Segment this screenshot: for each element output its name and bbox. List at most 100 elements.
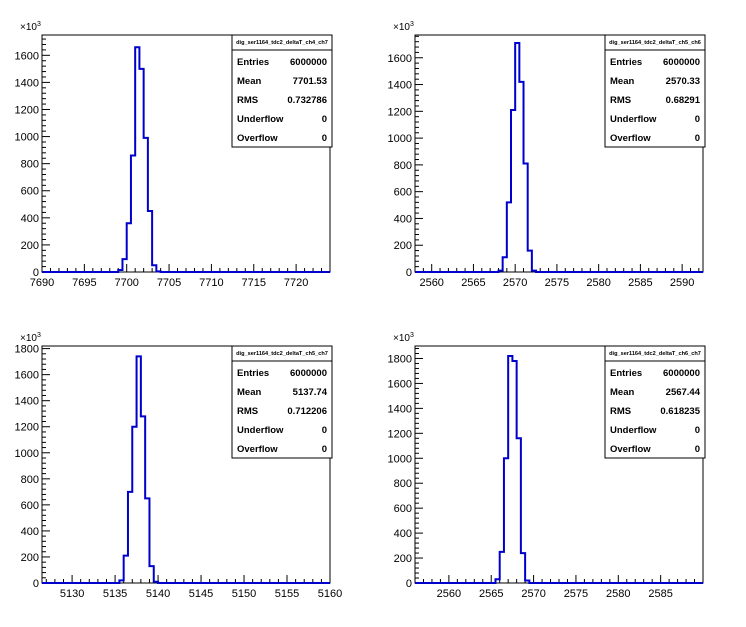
y-tick-label: 1400 <box>15 396 39 408</box>
stats-row-value: 0.732786 <box>287 95 327 106</box>
x-tick-label: 2580 <box>586 277 610 289</box>
y-tick-label: 400 <box>394 528 412 540</box>
stats-row-label: Underflow <box>237 425 284 436</box>
y-tick-label: 600 <box>394 503 412 515</box>
y-tick-label: 400 <box>21 213 39 225</box>
histogram-outline <box>415 354 703 584</box>
stats-row-value: 2567.44 <box>666 387 701 398</box>
y-exponent-label: ×103 <box>20 21 41 33</box>
stats-row-value: 0.68291 <box>666 95 701 106</box>
histogram-outline <box>42 355 330 584</box>
stats-row-label: Entries <box>610 57 642 68</box>
stats-row-label: Overflow <box>237 444 278 455</box>
stats-row-value: 0 <box>695 133 700 144</box>
y-tick-label: 1800 <box>15 344 39 356</box>
x-tick-label: 7695 <box>72 277 96 289</box>
stats-box: dig_ser1164_tdc2_deltaT_ch4_ch7 Entries 60… <box>231 34 333 148</box>
x-tick-label: 7715 <box>242 277 266 289</box>
stats-row-value: 0 <box>322 425 327 436</box>
stats-row-label: Underflow <box>610 114 657 125</box>
stats-row-value: 7701.53 <box>293 76 327 87</box>
stats-box-frame <box>231 34 333 148</box>
stats-row-label: Mean <box>610 76 634 87</box>
stats-title: dig_ser1164_tdc2_deltaT_ch5_ch7 <box>236 351 328 357</box>
y-tick-label: 0 <box>33 267 39 279</box>
x-tick-label: 5145 <box>189 588 213 600</box>
stats-row-label: Overflow <box>610 444 651 455</box>
y-tick-label: 1600 <box>15 50 39 62</box>
stats-row-value: 6000000 <box>290 368 327 379</box>
x-tick-label: 7700 <box>114 277 138 289</box>
stats-row-value: 0.618235 <box>660 406 700 417</box>
y-tick-label: 800 <box>394 160 412 172</box>
y-tick-label: 1000 <box>388 453 412 465</box>
x-tick-label: 2585 <box>628 277 652 289</box>
stats-row-value: 6000000 <box>663 368 700 379</box>
y-tick-label: 0 <box>406 267 412 279</box>
x-tick-label: 2570 <box>503 277 527 289</box>
y-tick-label: 600 <box>394 187 412 199</box>
histogram-chart-ch4-ch7: 7690 7695 7700 7705 7710 7715 7720 0 200 400 600 80… <box>15 21 333 289</box>
stats-row-label: Overflow <box>237 133 278 144</box>
stats-row-value: 0 <box>322 444 327 455</box>
x-tick-label: 7720 <box>284 277 308 289</box>
histogram-pad-ch5-ch7: 5130 5135 5140 5145 5150 5155 5160 0 200 400 600 80… <box>0 311 373 622</box>
y-tick-label: 1000 <box>388 133 412 145</box>
x-tick-label: 5155 <box>275 588 299 600</box>
y-tick-label: 200 <box>394 240 412 252</box>
y-tick-label: 1800 <box>388 353 412 365</box>
stats-row-value: 6000000 <box>290 57 327 68</box>
stats-row-label: Mean <box>237 76 261 87</box>
stats-row-value: 0 <box>695 425 700 436</box>
y-tick-label: 400 <box>394 213 412 225</box>
stats-box: dig_ser1164_tdc2_deltaT_ch6_ch7 Entries 60… <box>604 345 706 459</box>
stats-box: dig_ser1164_tdc2_deltaT_ch5_ch6 Entries 60… <box>604 34 706 148</box>
y-tick-label: 1200 <box>15 422 39 434</box>
x-tick-label: 2590 <box>670 277 694 289</box>
stats-row-value: 0 <box>695 114 700 125</box>
stats-row-label: Overflow <box>610 133 651 144</box>
y-tick-label: 400 <box>21 526 39 538</box>
y-tick-label: 200 <box>21 552 39 564</box>
x-tick-label: 2565 <box>479 588 503 600</box>
x-tick-label: 7690 <box>30 277 54 289</box>
stats-row-label: RMS <box>237 95 258 106</box>
histogram-pad-ch4-ch7: 7690 7695 7700 7705 7710 7715 7720 0 200 400 600 80… <box>0 0 373 311</box>
y-tick-label: 1200 <box>388 106 412 118</box>
y-tick-label: 800 <box>21 159 39 171</box>
y-exponent-label: ×103 <box>393 21 414 33</box>
x-tick-label: 5160 <box>318 588 342 600</box>
stats-box-frame <box>604 34 706 148</box>
histogram-chart-ch5-ch7: 5130 5135 5140 5145 5150 5155 5160 0 200 400 600 80… <box>15 332 343 600</box>
y-tick-label: 1600 <box>388 53 412 65</box>
stats-row-label: Mean <box>610 387 634 398</box>
stats-row-label: Entries <box>237 368 269 379</box>
stats-row-value: 0.712206 <box>287 406 327 417</box>
y-tick-label: 1400 <box>15 77 39 89</box>
histogram-outline <box>42 46 330 273</box>
x-tick-label: 2575 <box>564 588 588 600</box>
histogram-outline <box>415 42 703 273</box>
y-tick-label: 1400 <box>388 403 412 415</box>
x-tick-label: 2565 <box>461 277 485 289</box>
x-tick-label: 2560 <box>437 588 461 600</box>
stats-box: dig_ser1164_tdc2_deltaT_ch5_ch7 Entries 60… <box>231 345 333 459</box>
y-tick-label: 200 <box>394 553 412 565</box>
y-tick-label: 800 <box>21 474 39 486</box>
stats-row-label: Underflow <box>610 425 657 436</box>
stats-row-label: RMS <box>610 95 631 106</box>
y-tick-label: 1600 <box>388 378 412 390</box>
stats-row-value: 0 <box>322 114 327 125</box>
stats-row-label: Mean <box>237 387 261 398</box>
stats-row-label: Entries <box>237 57 269 68</box>
stats-row-label: Underflow <box>237 114 284 125</box>
x-tick-label: 2580 <box>606 588 630 600</box>
stats-title: dig_ser1164_tdc2_deltaT_ch6_ch7 <box>609 351 701 357</box>
y-tick-label: 200 <box>21 240 39 252</box>
y-tick-label: 0 <box>33 578 39 590</box>
x-tick-label: 5150 <box>232 588 256 600</box>
stats-row-value: 0 <box>322 133 327 144</box>
x-tick-label: 5135 <box>103 588 127 600</box>
y-tick-label: 1200 <box>388 428 412 440</box>
stats-title: dig_ser1164_tdc2_deltaT_ch5_ch6 <box>609 40 701 46</box>
